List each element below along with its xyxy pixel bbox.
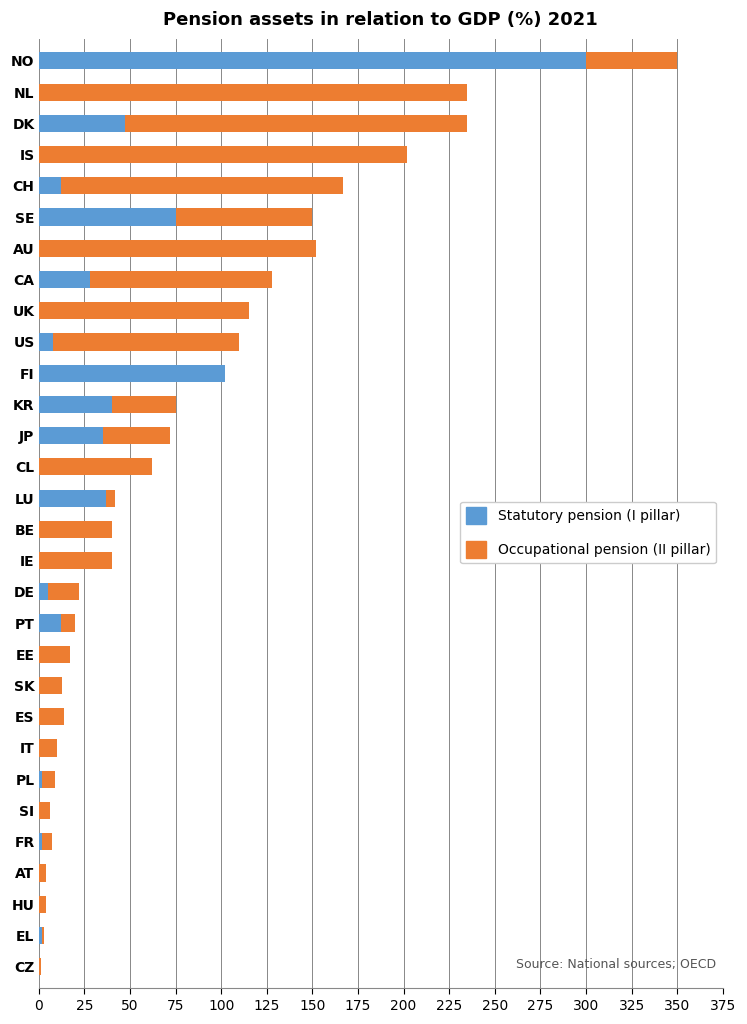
Bar: [43, 927, 44, 944]
Bar: [39, 365, 225, 382]
Bar: [39, 834, 43, 850]
Bar: [39, 771, 43, 787]
Bar: [39, 427, 102, 444]
Bar: [43, 771, 55, 787]
Bar: [39, 302, 249, 319]
Bar: [39, 84, 468, 100]
Text: Source: National sources; OECD: Source: National sources; OECD: [515, 958, 716, 972]
Bar: [102, 427, 170, 444]
Bar: [39, 521, 112, 538]
Bar: [39, 177, 61, 195]
Bar: [39, 677, 63, 694]
Title: Pension assets in relation to GDP (%) 2021: Pension assets in relation to GDP (%) 20…: [164, 11, 598, 29]
Bar: [39, 896, 46, 912]
Bar: [39, 864, 46, 882]
Bar: [39, 646, 69, 663]
Bar: [39, 271, 90, 288]
Bar: [39, 552, 112, 569]
Bar: [125, 115, 468, 132]
Bar: [39, 584, 48, 600]
Bar: [39, 115, 125, 132]
Bar: [90, 271, 272, 288]
Bar: [53, 334, 240, 350]
Bar: [39, 240, 316, 257]
Bar: [43, 834, 52, 850]
Bar: [112, 396, 176, 413]
Bar: [39, 334, 53, 350]
Bar: [586, 52, 678, 70]
Bar: [176, 209, 312, 225]
Bar: [39, 739, 57, 757]
Bar: [39, 52, 586, 70]
Bar: [39, 802, 50, 819]
Bar: [39, 396, 112, 413]
Bar: [39, 459, 152, 475]
Bar: [39, 614, 61, 632]
Bar: [39, 709, 64, 725]
Bar: [39, 209, 176, 225]
Bar: [61, 614, 75, 632]
Bar: [39, 927, 43, 944]
Bar: [39, 146, 407, 163]
Legend: Statutory pension (I pillar), Occupational pension (II pillar): Statutory pension (I pillar), Occupation…: [460, 502, 716, 563]
Bar: [61, 177, 344, 195]
Bar: [106, 489, 115, 507]
Bar: [39, 958, 40, 975]
Bar: [39, 489, 106, 507]
Bar: [48, 584, 79, 600]
